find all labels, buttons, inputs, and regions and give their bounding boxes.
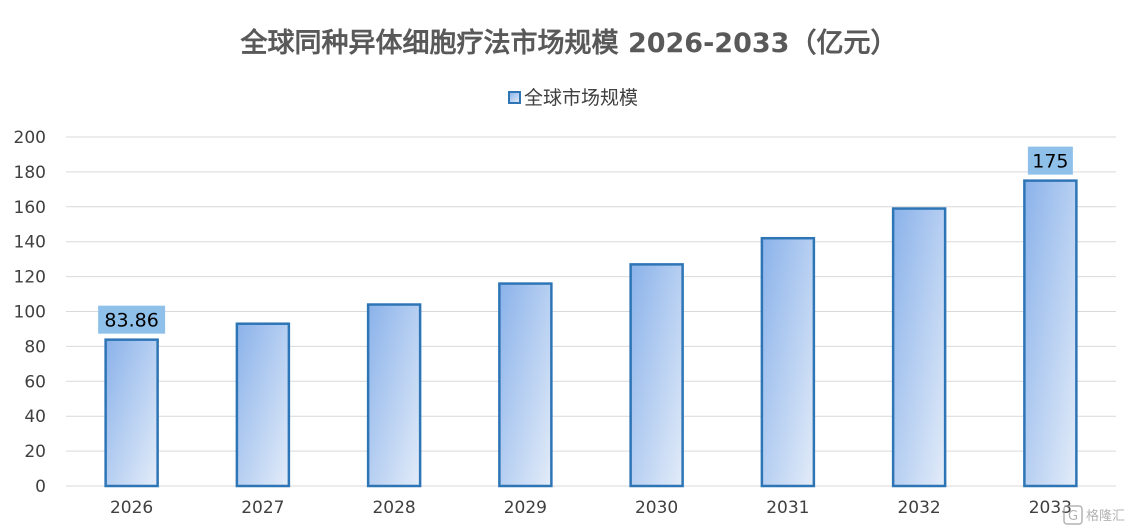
bar-2030 bbox=[629, 263, 684, 488]
watermark-text: 格隆汇 bbox=[1086, 508, 1125, 524]
y-tick-label: 140 bbox=[14, 233, 46, 253]
gridlines bbox=[66, 136, 1116, 487]
legend: 全球市场规模 bbox=[508, 87, 638, 109]
x-tick-label: 2033 bbox=[1029, 498, 1072, 518]
data-labels: 83.86 175 bbox=[98, 146, 1073, 334]
data-label: 83.86 bbox=[104, 310, 158, 332]
x-tick-label: 2031 bbox=[766, 498, 809, 518]
watermark: G 格隆汇 bbox=[1063, 505, 1125, 525]
gelonghui-logo-icon: G bbox=[1063, 505, 1083, 525]
bars bbox=[104, 179, 1078, 488]
x-tick-label: 2026 bbox=[110, 498, 153, 518]
bar-2026 bbox=[104, 338, 159, 488]
data-label-bg bbox=[98, 305, 166, 334]
y-tick-label: 200 bbox=[14, 128, 46, 148]
y-tick-label: 40 bbox=[24, 407, 46, 427]
y-tick-label: 180 bbox=[14, 163, 46, 183]
x-tick-label: 2029 bbox=[504, 498, 547, 518]
data-label-bg bbox=[1027, 146, 1073, 175]
bar-2032 bbox=[891, 207, 947, 488]
svg-text:G: G bbox=[1068, 509, 1078, 524]
bar-2033 bbox=[1023, 179, 1078, 488]
x-tick-label: 2032 bbox=[897, 498, 940, 518]
y-tick-label: 120 bbox=[14, 268, 46, 288]
bar-2027 bbox=[235, 322, 291, 488]
y-tick-label: 80 bbox=[24, 337, 46, 357]
x-tick-label: 2027 bbox=[241, 498, 284, 518]
y-tick-label: 60 bbox=[24, 372, 46, 392]
legend-swatch bbox=[508, 91, 521, 104]
bar-2028 bbox=[366, 303, 422, 488]
data-label: 175 bbox=[1032, 151, 1068, 173]
x-tick-label: 2030 bbox=[635, 498, 678, 518]
y-axis-ticks: 0 20 40 60 80 100 120 140 160 180 200 bbox=[14, 128, 46, 497]
y-tick-label: 100 bbox=[14, 303, 46, 323]
y-tick-label: 20 bbox=[24, 442, 46, 462]
legend-label: 全球市场规模 bbox=[524, 87, 638, 109]
x-axis-ticks: 2026 2027 2028 2029 2030 2031 2032 2033 bbox=[110, 498, 1072, 518]
chart-title: 全球同种异体细胞疗法市场规模 2026-2033（亿元） bbox=[240, 27, 898, 59]
bar-2029 bbox=[498, 282, 553, 488]
y-tick-label: 0 bbox=[35, 477, 46, 497]
y-tick-label: 160 bbox=[14, 198, 46, 218]
bar-2031 bbox=[760, 236, 816, 488]
x-tick-label: 2028 bbox=[372, 498, 415, 518]
